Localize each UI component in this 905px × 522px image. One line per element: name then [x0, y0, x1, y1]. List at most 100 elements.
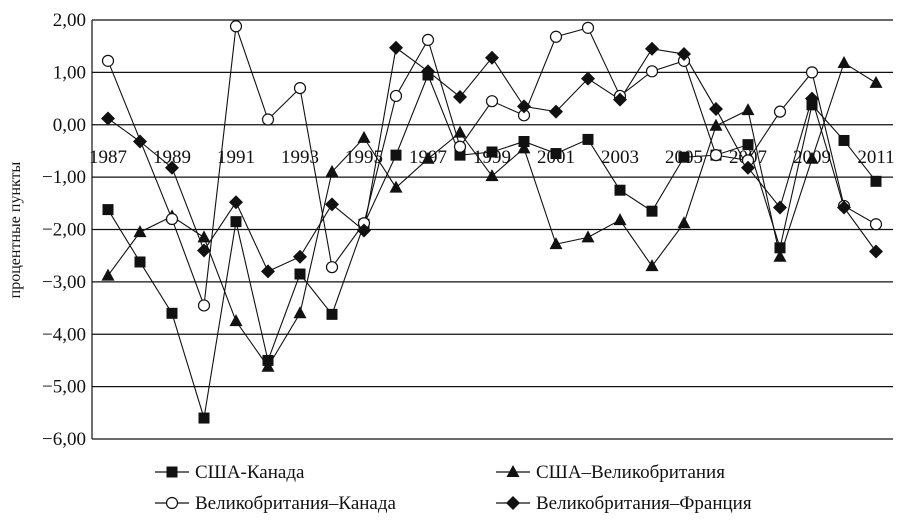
series-markers: [101, 20, 883, 424]
series-lines: [107, 26, 877, 419]
grid-lines: [92, 19, 893, 440]
y-tick-label: −5,00: [42, 377, 86, 398]
triangle-marker: [741, 103, 755, 116]
diamond-marker: [773, 200, 787, 215]
triangle-marker: [389, 180, 403, 193]
square-marker: [774, 242, 786, 254]
series: [101, 20, 883, 424]
triangle-marker: [133, 225, 147, 238]
circle-marker: [549, 30, 563, 43]
square-marker: [838, 134, 850, 146]
diamond-marker: [485, 50, 499, 65]
diamond-marker: [645, 41, 659, 56]
triangle-marker: [805, 151, 819, 164]
triangle-marker: [357, 130, 371, 143]
legend-triangle-marker: [506, 465, 520, 477]
diamond-marker: [197, 243, 211, 258]
square-marker: [486, 146, 498, 158]
diamond-marker: [421, 64, 435, 79]
square-marker: [454, 149, 466, 161]
square-marker: [102, 204, 114, 216]
y-tick-label: −2,00: [42, 220, 86, 241]
diamond-marker: [293, 249, 307, 264]
diamond-marker: [229, 195, 243, 210]
square-marker: [134, 256, 146, 268]
x-tick-label: 2011: [857, 147, 894, 168]
legend-item: США–Великобритания: [496, 462, 725, 483]
square-marker: [646, 205, 658, 217]
square-marker: [582, 133, 594, 145]
legend-label: Великобритания–Франция: [536, 493, 752, 514]
square-marker: [294, 268, 306, 280]
legend-label: США-Канада: [195, 462, 305, 483]
triangle-marker: [261, 359, 275, 372]
triangle-marker: [293, 306, 307, 319]
triangle-marker: [325, 164, 339, 177]
diamond-marker: [869, 244, 883, 259]
diamond-marker: [453, 89, 467, 104]
diamond-marker: [357, 223, 371, 238]
legend-item: Великобритания–Канада: [155, 493, 397, 514]
legend-label: США–Великобритания: [536, 462, 725, 483]
legend-item: США-Канада: [155, 462, 305, 483]
x-tick-label: 1987: [89, 147, 127, 168]
series-line-3: [107, 26, 877, 306]
series-3-points: [101, 20, 883, 312]
square-marker: [230, 216, 242, 228]
triangle-marker: [837, 55, 851, 68]
circle-marker: [229, 20, 243, 33]
square-marker: [742, 139, 754, 151]
circle-marker: [165, 212, 179, 226]
square-marker: [198, 412, 210, 424]
triangle-marker: [773, 249, 787, 262]
diamond-marker: [389, 40, 403, 55]
square-marker: [166, 307, 178, 319]
triangle-marker: [709, 118, 723, 131]
circle-marker: [325, 261, 339, 274]
diamond-marker: [741, 160, 755, 175]
diamond-marker: [549, 104, 563, 119]
circle-marker: [869, 218, 883, 231]
y-tick-label: −3,00: [42, 272, 86, 293]
y-tick-label: 0,00: [53, 115, 86, 136]
legend-diamond-marker: [506, 496, 520, 510]
x-tick-label: 1991: [217, 147, 255, 168]
diamond-marker: [261, 264, 275, 279]
y-axis-label: процентные пункты: [7, 161, 24, 298]
triangle-marker: [517, 141, 531, 154]
triangle-marker: [869, 75, 883, 88]
legend: США-Канада США–Великобритания Великобритан…: [155, 462, 752, 514]
y-tick-label: −1,00: [42, 167, 86, 188]
square-marker: [390, 149, 402, 161]
circle-marker: [709, 149, 723, 162]
legend-label: Великобритания–Канада: [195, 493, 397, 514]
diamond-marker: [165, 160, 179, 175]
circle-marker: [645, 65, 659, 78]
circle-marker: [101, 54, 115, 67]
triangle-marker: [485, 169, 499, 182]
y-tick-label: 2,00: [53, 10, 86, 31]
y-tick-label: −4,00: [42, 324, 86, 345]
circle-marker: [421, 33, 435, 47]
series-4-points: [101, 40, 883, 279]
circle-marker: [581, 21, 595, 34]
legend-square-marker: [166, 466, 178, 478]
circle-marker: [197, 299, 211, 312]
square-marker: [326, 308, 338, 320]
series-line-2: [107, 62, 877, 368]
x-tick-label: 1993: [281, 147, 319, 168]
square-marker: [550, 148, 562, 160]
series-line-1: [107, 73, 877, 419]
circle-marker: [293, 81, 307, 95]
square-marker: [870, 175, 882, 187]
triangle-marker: [229, 314, 243, 327]
circle-marker: [773, 105, 787, 118]
triangle-marker: [581, 230, 595, 243]
legend-circle-marker: [165, 496, 179, 510]
y-tick-labels: 2,00 1,00 0,00 −1,00 −2,00 −3,00 −4,00 −5,00 −6,…: [42, 10, 86, 450]
y-tick-label: 1,00: [53, 62, 86, 83]
x-tick-label: 2003: [601, 147, 639, 168]
circle-marker: [389, 89, 403, 103]
diamond-marker: [325, 197, 339, 212]
